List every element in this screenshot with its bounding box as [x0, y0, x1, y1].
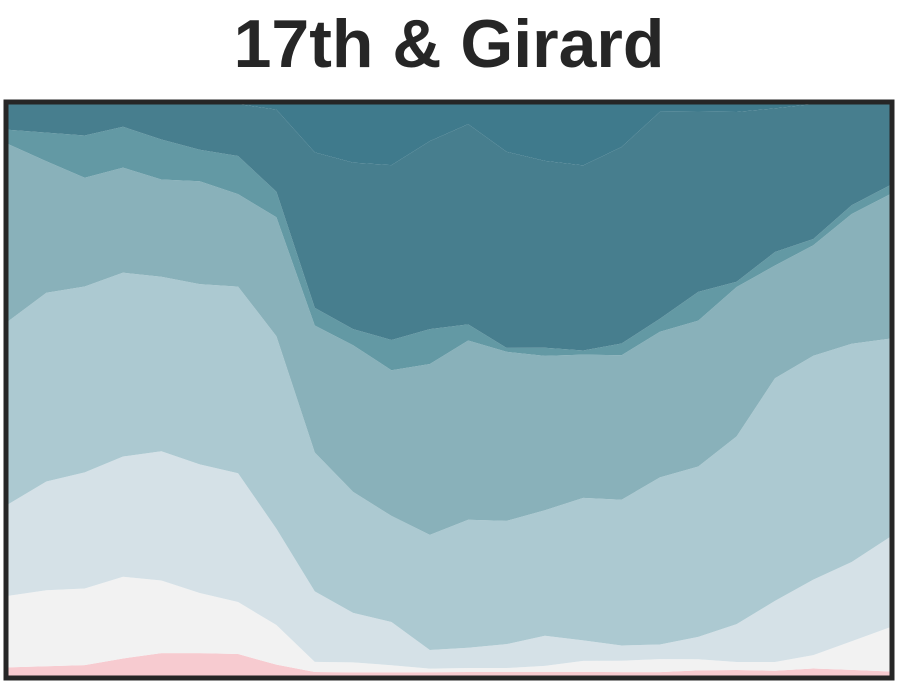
chart-title: 17th & Girard: [233, 6, 665, 82]
area-layers: [8, 104, 890, 676]
area-series-2: [8, 576, 890, 673]
area-series-4: [8, 272, 890, 650]
area-series-6: [8, 126, 890, 371]
area-series-1: [8, 653, 890, 676]
area-series-5: [8, 144, 890, 535]
area-series-3: [8, 451, 890, 669]
area-series-8: [8, 104, 890, 166]
area-series-7: [8, 104, 890, 351]
plot-frame: [3, 99, 895, 681]
